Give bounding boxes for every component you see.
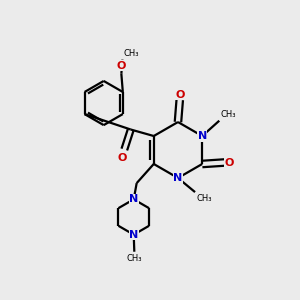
Text: O: O — [175, 90, 184, 100]
Text: O: O — [117, 61, 126, 71]
Text: N: N — [129, 230, 138, 240]
Text: N: N — [198, 131, 207, 141]
Text: CH₃: CH₃ — [123, 49, 139, 58]
Text: O: O — [224, 158, 234, 167]
Text: CH₃: CH₃ — [196, 194, 212, 203]
Text: N: N — [129, 194, 138, 204]
Text: CH₃: CH₃ — [127, 254, 142, 263]
Text: O: O — [117, 152, 127, 163]
Text: N: N — [173, 173, 183, 183]
Text: CH₃: CH₃ — [220, 110, 236, 119]
